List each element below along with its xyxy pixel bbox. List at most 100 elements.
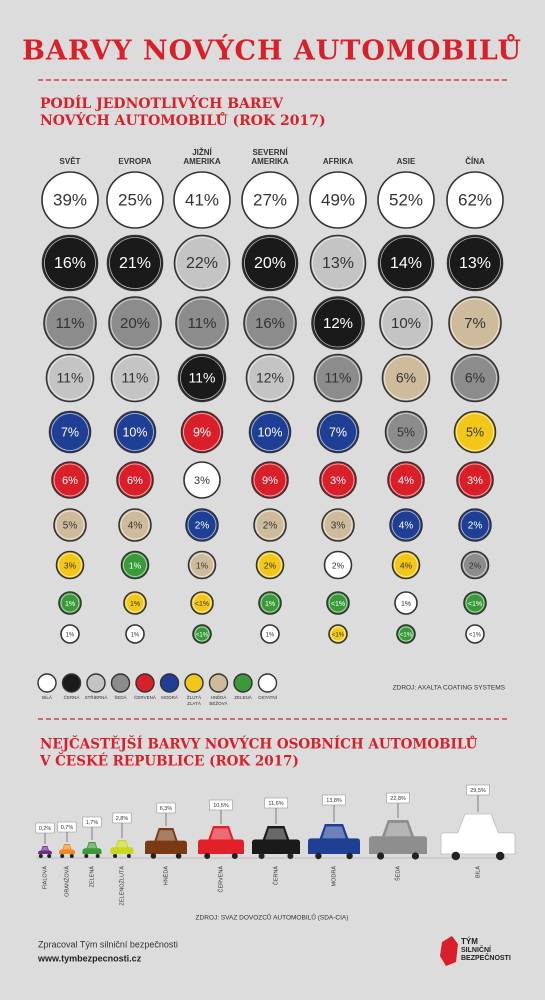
color-circle [255, 550, 285, 580]
color-circle [251, 461, 289, 499]
circle-ring [48, 356, 92, 400]
share-label: 20% [120, 315, 150, 332]
circle-ring [185, 463, 219, 497]
wheel [287, 853, 294, 859]
color-circle [106, 171, 164, 229]
circle-ring [255, 510, 285, 540]
car [198, 826, 244, 854]
share-label: 25% [118, 190, 152, 209]
legend-label: MODRÁ [161, 694, 178, 700]
share-label: 6% [396, 370, 416, 386]
circle-ring [110, 298, 160, 348]
wheel [60, 854, 65, 858]
circle-ring [243, 173, 297, 227]
color-circle [245, 353, 295, 403]
share-label: 1% [65, 601, 75, 608]
circle-ring [460, 510, 490, 540]
share-label: 22% [186, 255, 218, 272]
circle-ring [396, 593, 416, 613]
wheel [150, 853, 157, 859]
share-label: 11% [325, 370, 352, 386]
wheel [113, 854, 118, 858]
share-label: 6% [465, 370, 485, 386]
share-label: 10% [257, 425, 282, 439]
circle-ring [253, 463, 287, 497]
circle-ring [127, 626, 143, 642]
color-circle [41, 171, 99, 229]
legend-label: ZELENÁ [234, 694, 252, 700]
color-circle [319, 461, 357, 499]
circle-ring [463, 553, 487, 577]
circle-ring [450, 298, 500, 348]
share-label: 1% [196, 560, 209, 570]
circle-ring [125, 593, 145, 613]
share-label: 13% [322, 255, 354, 272]
share-label: 16% [255, 315, 285, 332]
color-circle [241, 171, 299, 229]
color-circle [465, 624, 485, 644]
circle-ring [381, 298, 431, 348]
color-circle [458, 508, 492, 542]
color-circle [173, 234, 231, 292]
circle-ring [312, 237, 364, 289]
car-window [116, 841, 128, 848]
color-circle [192, 624, 212, 644]
share-label: 13% [459, 255, 491, 272]
region-name: SVĚT [60, 157, 81, 166]
car [145, 828, 187, 854]
color-circle [58, 591, 82, 615]
color-circle [123, 591, 147, 615]
source: ZDROJ: SVAZ DOVOZCŮ AUTOMOBILŮ (SDA-CIA) [196, 913, 349, 922]
legend-label: HNĚDÁ [211, 693, 227, 700]
legend-swatch [135, 673, 155, 693]
circle-ring [62, 626, 78, 642]
legend-swatch [233, 673, 253, 693]
color-circle [377, 171, 435, 229]
region-name: AMERIKA [251, 157, 289, 166]
share-label: <1% [469, 633, 482, 639]
share-label: 1% [66, 633, 75, 639]
color-circle [260, 624, 280, 644]
share-label: 7% [464, 315, 486, 332]
share-label: 2% [468, 521, 483, 532]
color-circle [45, 353, 95, 403]
color-circle [309, 234, 367, 292]
color-circle [41, 234, 99, 292]
circle-ring [58, 553, 82, 577]
color-circle [110, 353, 160, 403]
section-title: NEJČASTĚJŠÍ BARVY NOVÝCH OSOBNÍCH AUTOMO… [40, 736, 478, 753]
share-label: 16% [54, 255, 86, 272]
color-circle [51, 461, 89, 499]
circle-ring [456, 413, 494, 451]
circle-ring [123, 553, 147, 577]
circle-ring [398, 626, 414, 642]
color-circle [460, 550, 490, 580]
share-label: <1% [196, 633, 209, 639]
color-circle [258, 591, 282, 615]
circle-ring [45, 298, 95, 348]
legend-label: ČERNÁ [64, 694, 80, 700]
circle-ring [465, 593, 485, 613]
color-circle [396, 624, 416, 644]
color-circle [316, 410, 360, 454]
legend-swatch [110, 673, 131, 693]
section-title: PODÍL JEDNOTLIVÝCH BAREV [40, 94, 284, 112]
color-circle [453, 410, 497, 454]
share-label: 10% [122, 425, 147, 439]
share-label: 41% [185, 190, 219, 209]
circle-ring [248, 356, 292, 400]
color-circle [387, 461, 425, 499]
legend-swatch [159, 673, 180, 693]
color-circle [120, 550, 150, 580]
color-circle [381, 353, 431, 403]
color-circle [450, 353, 500, 403]
car-window [41, 846, 49, 851]
circle-ring [313, 298, 363, 348]
color-circle [456, 461, 494, 499]
logo-text: TÝM [461, 937, 478, 946]
share-label: 2% [332, 560, 345, 570]
share-label: <1% [331, 601, 345, 608]
share-label: 14% [390, 255, 422, 272]
